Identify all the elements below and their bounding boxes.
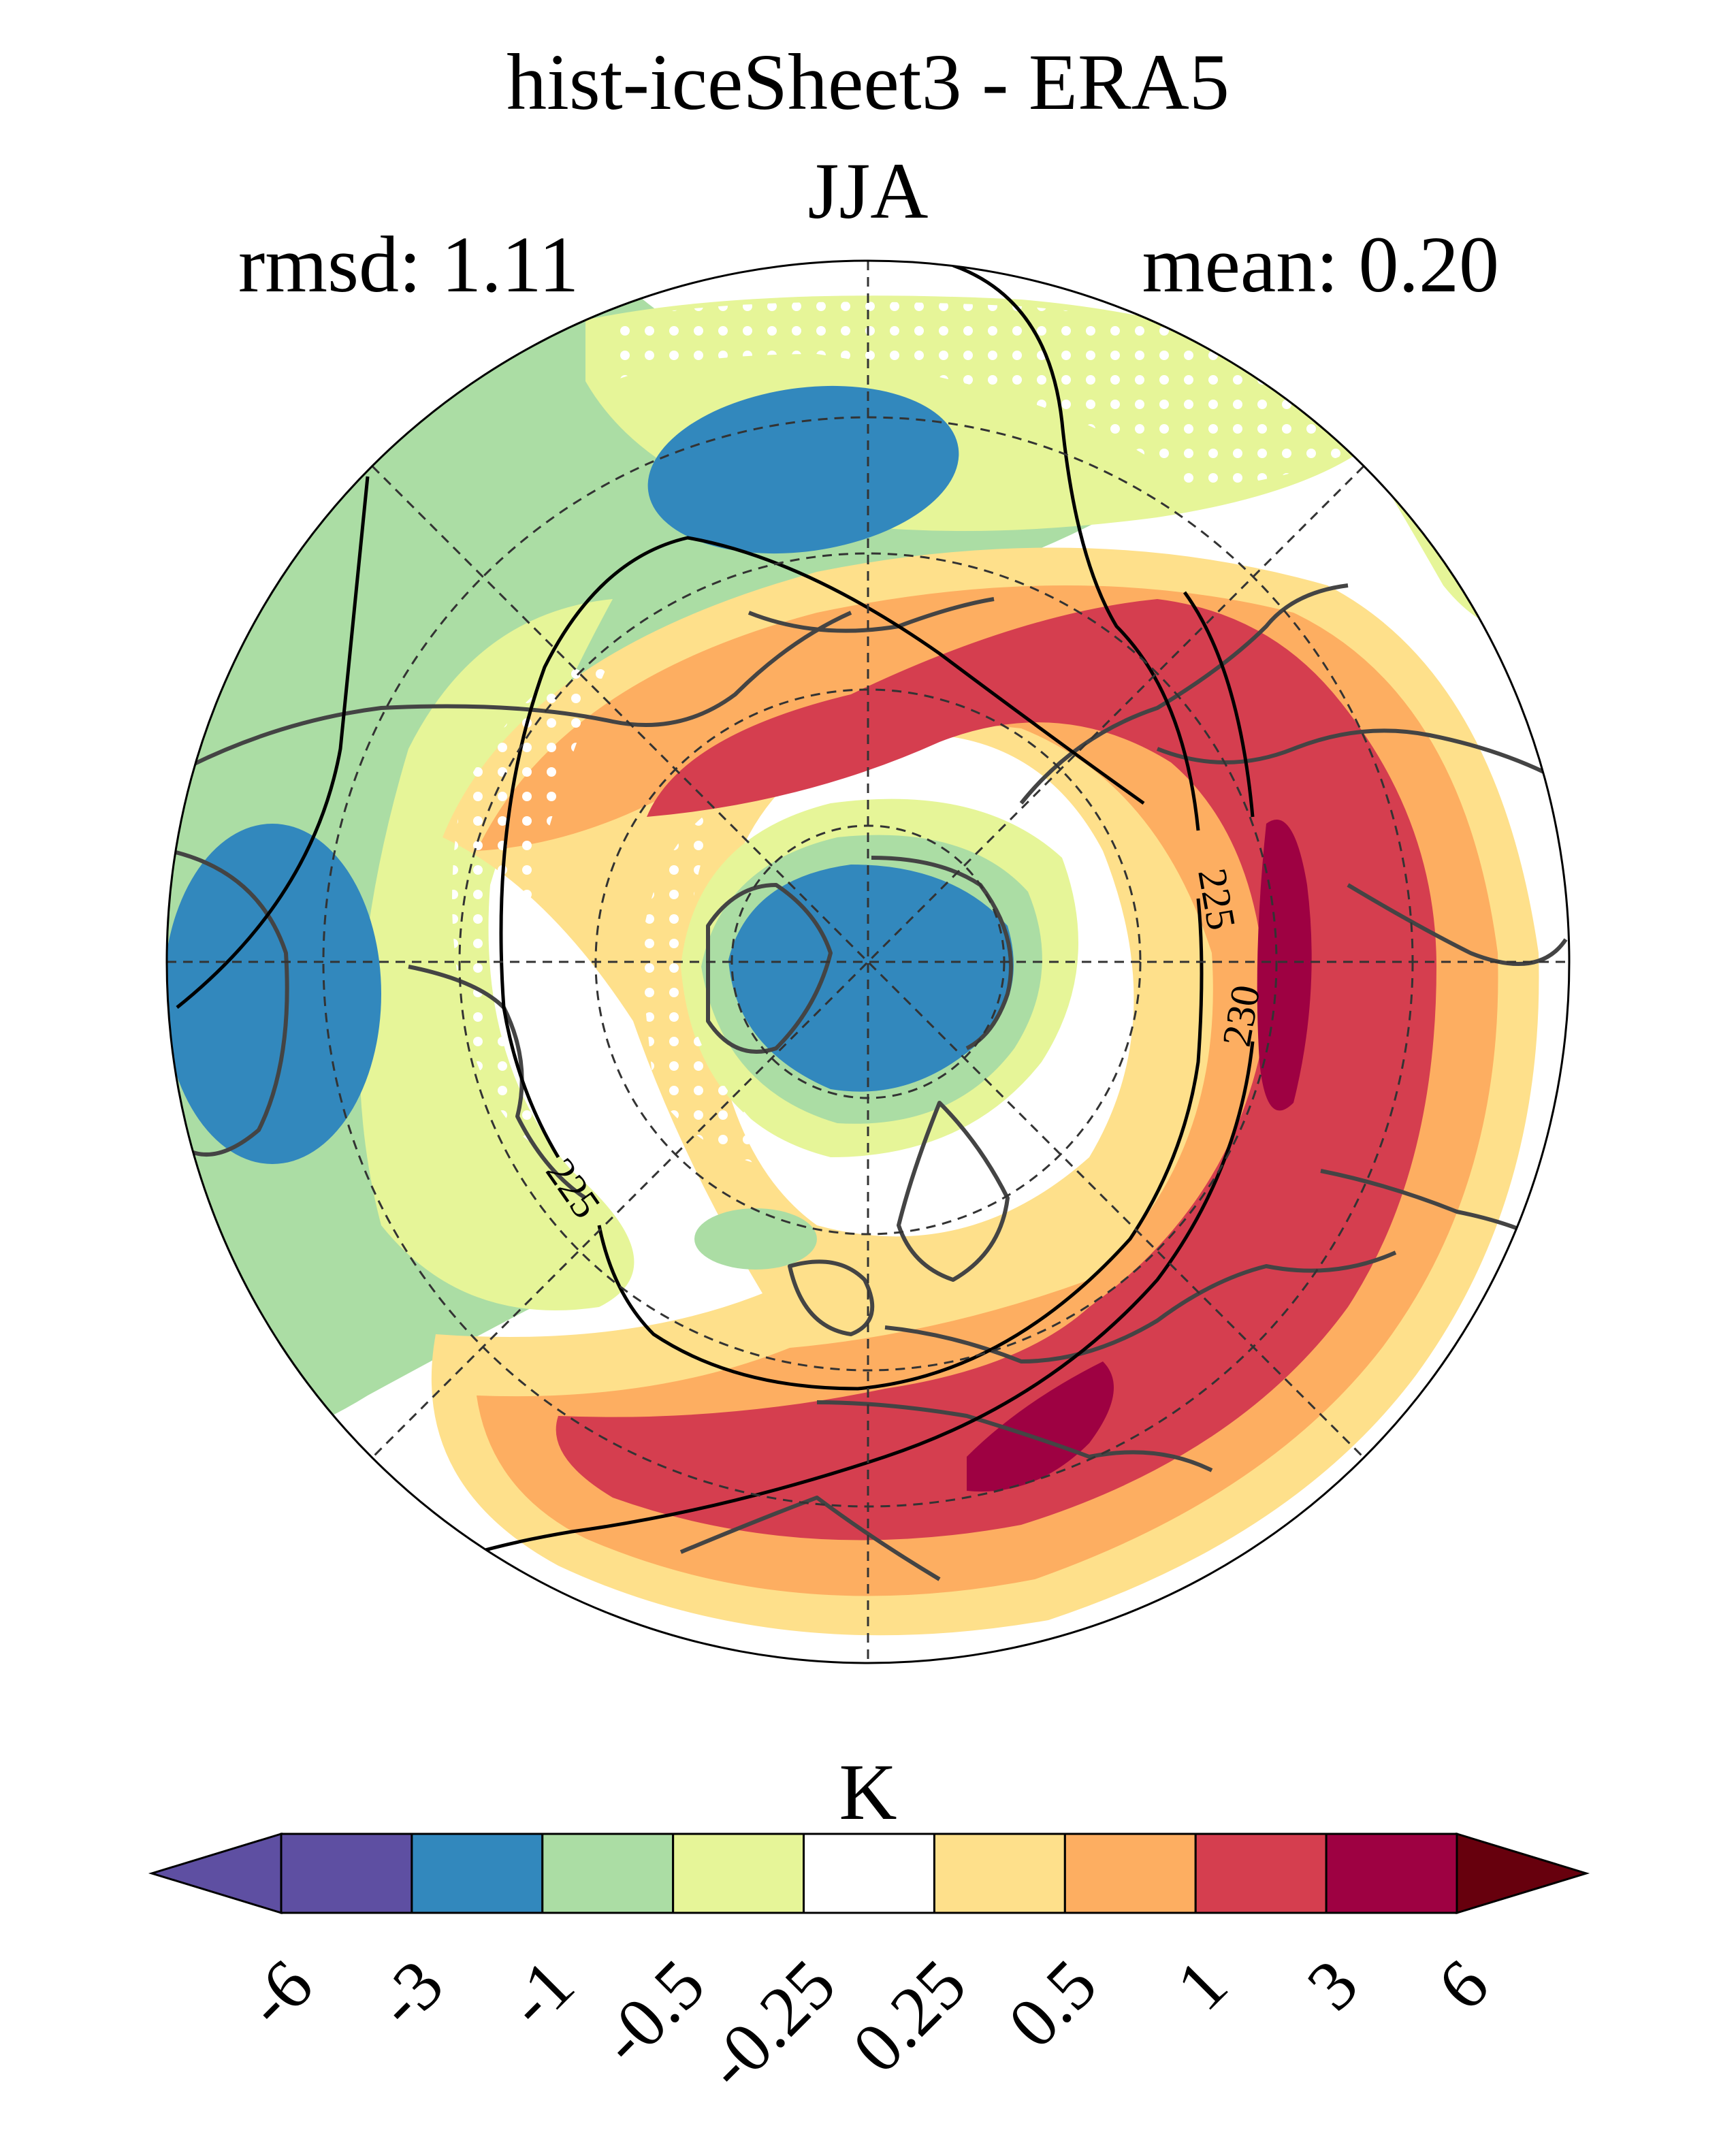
colorbar-unit: K (839, 1747, 897, 1837)
contour-230 (435, 591, 1255, 1568)
map-border (165, 259, 1571, 1664)
contour-label-225-east: 225 (1189, 865, 1244, 933)
rmsd-label: rmsd: 1.11 (238, 220, 579, 309)
field-lightgreen-west (359, 599, 634, 1310)
map-title: hist-iceSheet3 - ERA5 (507, 37, 1229, 127)
graticule (167, 261, 1569, 1663)
field-green-south (694, 1208, 817, 1270)
polar-map: 225 230 225 (167, 261, 1569, 1663)
field-blue-west (167, 824, 381, 1164)
colorbar-tick-label: -6 (231, 1945, 328, 2042)
colorbar-swatch (1194, 1833, 1328, 1914)
colorbar-swatch (1325, 1833, 1458, 1914)
colorbar-swatch (672, 1833, 805, 1914)
colorbar-tick-label: -1 (492, 1945, 589, 2042)
colorbar-tick-label: -3 (361, 1945, 459, 2042)
colorbar-swatch (803, 1833, 935, 1914)
contour-west (176, 476, 370, 1009)
climatology-contours (176, 263, 1255, 1568)
field-red-ring (556, 599, 1436, 1540)
stippling-north (613, 302, 1396, 490)
colorbar-over-extension (1456, 1832, 1590, 1915)
colorbar-swatch (280, 1833, 413, 1914)
season-label: JJA (807, 146, 929, 236)
field-darkred-east (1257, 820, 1312, 1111)
colorbar-tick-label: 0.5 (993, 1945, 1111, 2063)
colorbar-tick-label: -0.25 (690, 1945, 850, 2105)
mean-label: mean: 0.20 (1142, 220, 1499, 309)
colorbar-ticks: -6 -3 -1-0.5-0.250.25 0.5 1 3 6 (231, 1945, 1504, 2105)
colorbar-tick-label: 0.25 (838, 1945, 981, 2088)
contour-225 (499, 263, 1204, 1391)
colorbar-tick-label: 6 (1423, 1945, 1503, 2025)
contour-label-230: 230 (1214, 982, 1269, 1050)
colorbar (148, 1832, 1590, 1915)
field-darkred-south (967, 1361, 1114, 1492)
colorbar-tick-label: 1 (1161, 1945, 1242, 2025)
colorbar-under-extension (148, 1832, 283, 1915)
colorbar-swatch (411, 1833, 544, 1914)
colorbar-swatch (933, 1833, 1066, 1914)
field-blue-north (647, 385, 959, 554)
colorbar-swatch (1063, 1833, 1197, 1914)
stippling-polar (640, 803, 817, 1171)
stippling-west (452, 653, 613, 1159)
colorbar-swatch (541, 1833, 675, 1914)
colorbar-tick-label: -0.5 (585, 1945, 720, 2080)
colorbar-tick-label: 3 (1292, 1945, 1372, 2025)
